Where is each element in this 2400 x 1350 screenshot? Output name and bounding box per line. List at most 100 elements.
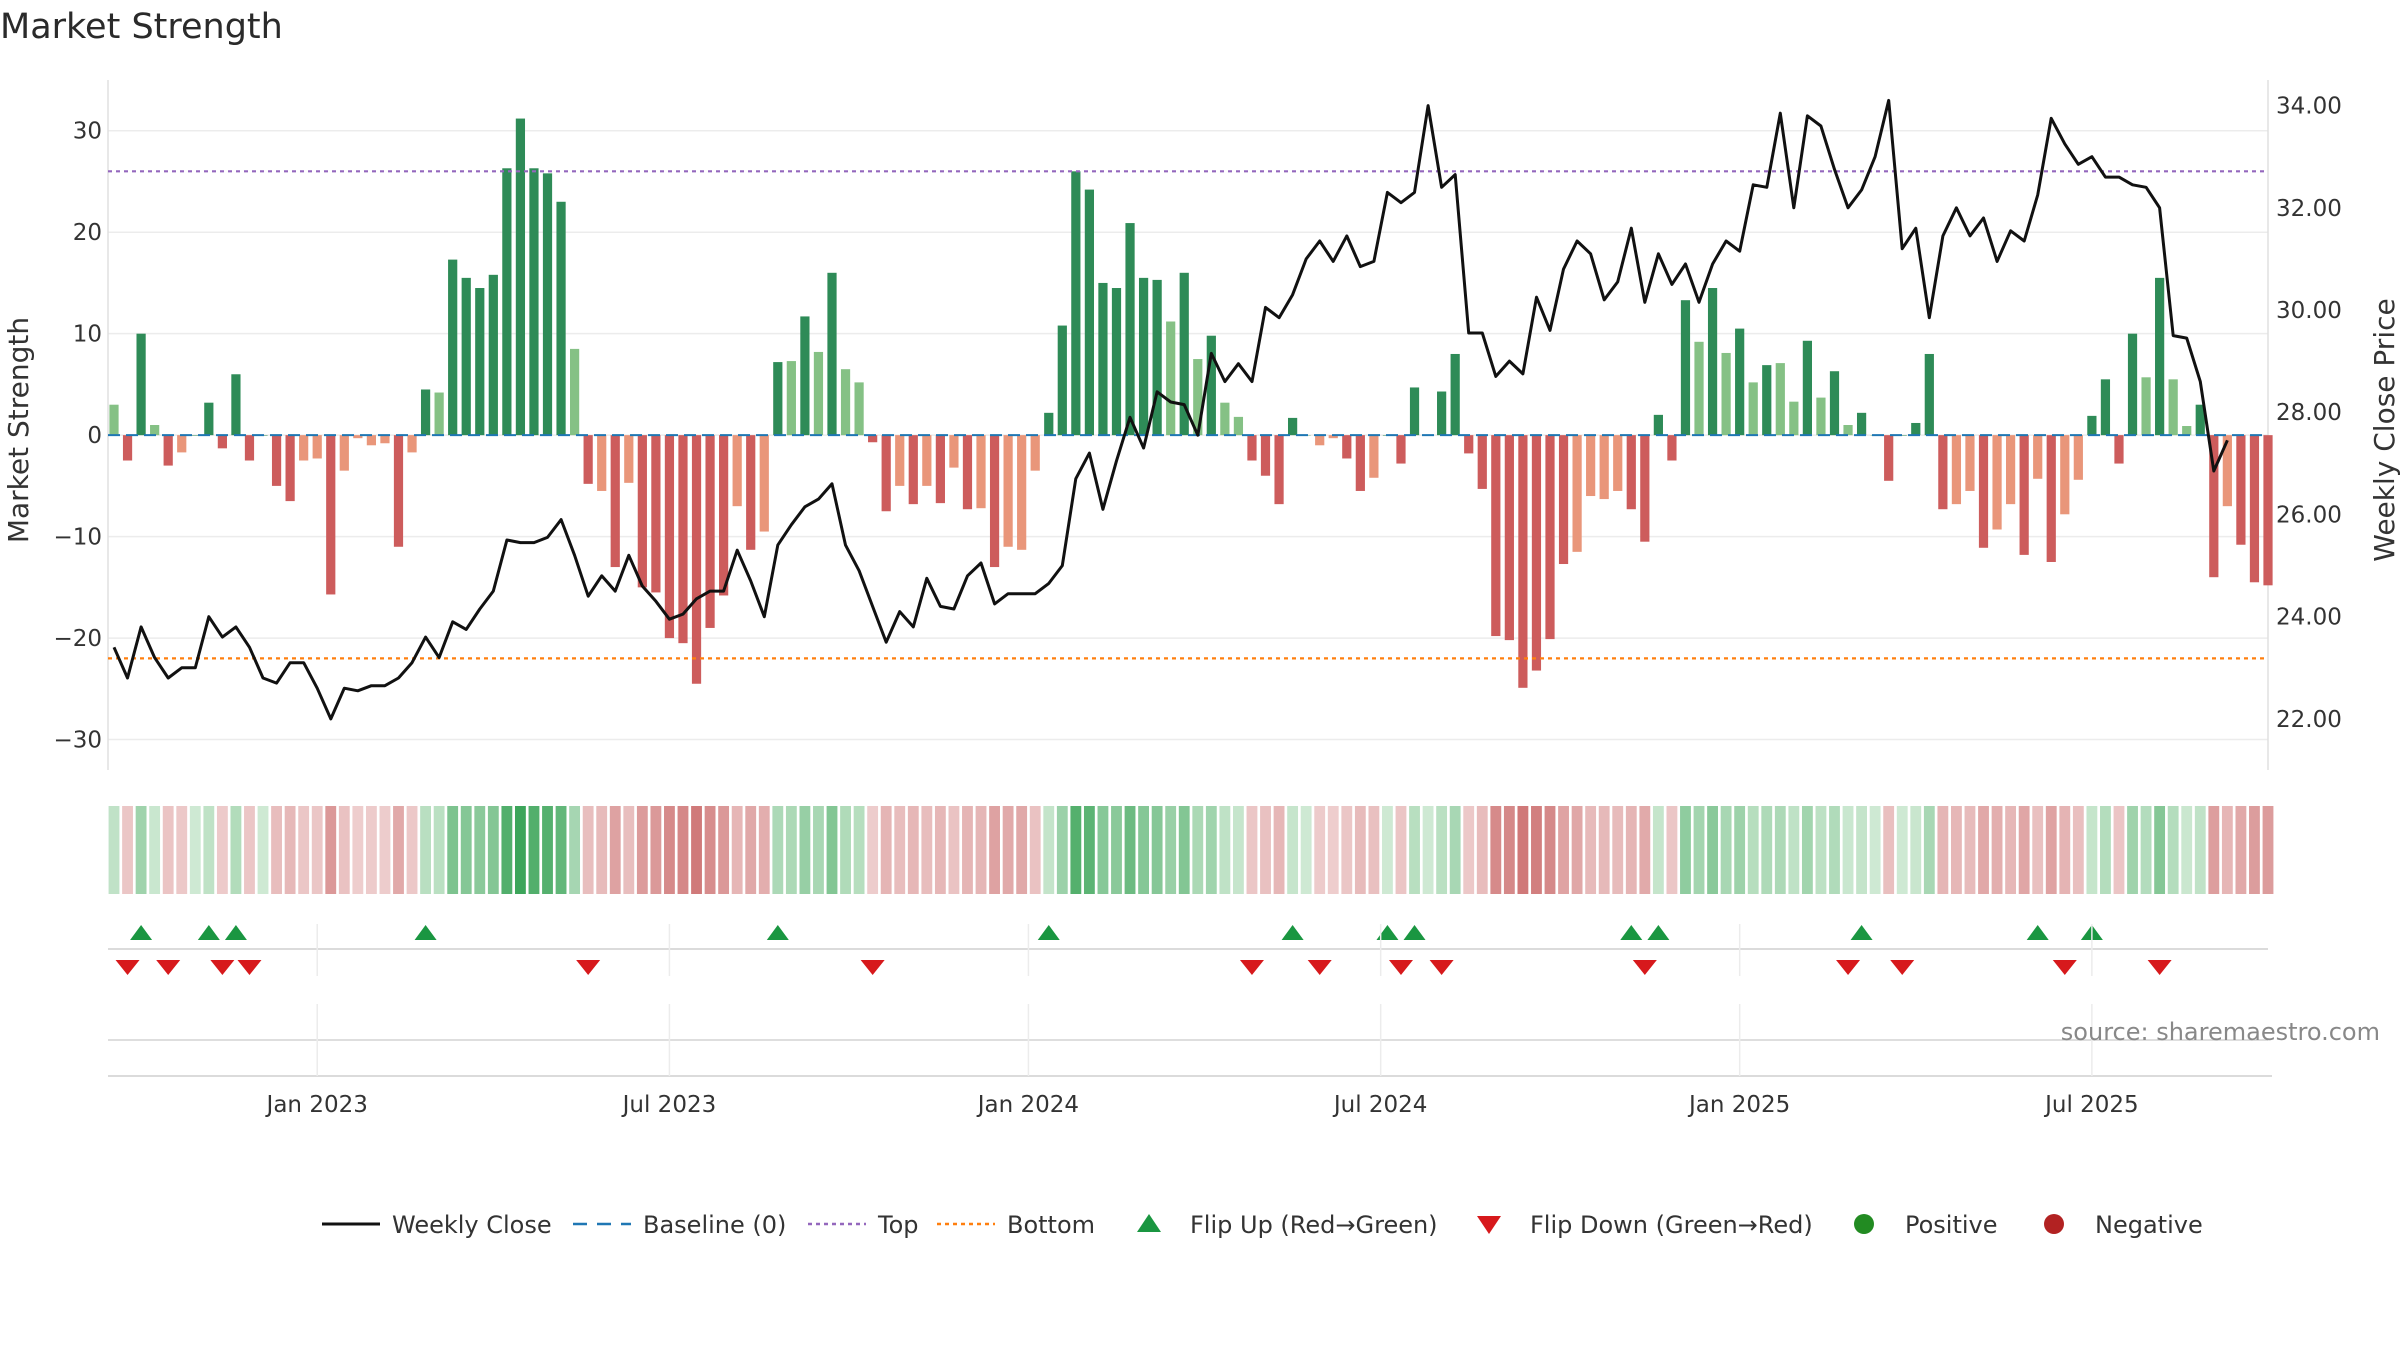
heat-cell — [311, 806, 323, 894]
heat-cell — [135, 806, 147, 894]
heat-cell — [2249, 806, 2260, 894]
strength-bar — [651, 435, 661, 593]
right-tick-label: 22.00 — [2276, 707, 2342, 733]
right-tick-label: 24.00 — [2276, 605, 2342, 631]
heat-cell — [189, 806, 201, 894]
flip-down-marker — [115, 960, 140, 975]
strength-bar — [2127, 333, 2138, 436]
heat-cell — [1666, 806, 1678, 894]
strength-bar — [746, 435, 756, 550]
strength-bar — [1098, 282, 1108, 436]
right-tick-label: 28.00 — [2276, 400, 2342, 426]
heat-cell — [2262, 806, 2274, 894]
source-note: source: sharemaestro.com — [2061, 1018, 2380, 1046]
strength-bar — [1084, 189, 1095, 436]
heat-cell — [487, 806, 499, 894]
heat-cell — [907, 806, 919, 894]
strength-bar — [881, 435, 891, 512]
heat-cell — [1368, 806, 1380, 894]
strength-bar — [1775, 363, 1785, 436]
flip-up-marker — [2026, 925, 2049, 940]
strength-bar — [475, 288, 485, 436]
heat-cell — [1652, 806, 1664, 894]
heat-cell — [1801, 806, 1813, 894]
heat-cell — [1016, 806, 1028, 894]
strength-bar — [2222, 435, 2232, 507]
heat-cell — [528, 806, 540, 894]
legend-swatch-flip-up — [1137, 1214, 1161, 1232]
strength-bar — [163, 435, 173, 466]
flip-down-marker — [2052, 960, 2077, 975]
legend-label: Bottom — [1007, 1211, 1095, 1239]
heat-cell — [934, 806, 946, 894]
strength-bar — [515, 118, 526, 436]
heat-cell — [2100, 806, 2111, 894]
x-tick-label: Jan 2025 — [1687, 1092, 1790, 1118]
heat-cell — [1598, 806, 1610, 894]
left-tick-label: −10 — [53, 525, 102, 551]
heat-cell — [1382, 806, 1393, 894]
heat-cell — [1409, 806, 1420, 894]
legend-swatch-flip-down — [1477, 1216, 1501, 1234]
strength-bar — [434, 392, 444, 436]
strength-bar — [2033, 435, 2043, 479]
strength-bar — [407, 435, 417, 453]
heat-cell — [1720, 806, 1732, 894]
heat-cell — [948, 806, 960, 894]
strength-bar — [2263, 435, 2273, 586]
strength-bar — [1897, 435, 1907, 436]
heat-cell — [2127, 806, 2138, 894]
strength-bar — [705, 435, 715, 628]
heat-cell — [1747, 806, 1759, 894]
heat-cell — [1395, 806, 1407, 894]
heat-cell — [1910, 806, 1922, 894]
strength-bar — [1491, 435, 1501, 637]
heat-cell — [1449, 806, 1461, 894]
heat-cell — [447, 806, 459, 894]
heat-cell — [1639, 806, 1651, 894]
strength-bar — [813, 351, 824, 436]
left-axis-ticks: 30 20 10 0 −10 −20 −30 — [53, 119, 102, 754]
heat-cell — [894, 806, 906, 894]
heat-cell — [420, 806, 432, 894]
flip-up-marker — [197, 925, 220, 940]
heat-cell — [813, 806, 824, 894]
strength-bar — [190, 435, 200, 436]
heat-cell — [650, 806, 662, 894]
flip-up-marker — [1850, 925, 1873, 940]
heat-cell — [542, 806, 553, 894]
strength-bar — [610, 435, 620, 568]
strength-bar — [800, 316, 810, 436]
strength-bar — [1030, 435, 1040, 471]
flip-up-marker — [224, 925, 247, 940]
heat-cell — [596, 806, 608, 894]
heat-cell — [1503, 806, 1515, 894]
left-tick-label: 30 — [73, 119, 102, 145]
heat-cell — [1300, 806, 1312, 894]
strength-bar — [1843, 425, 1853, 436]
heat-cell — [474, 806, 486, 894]
heat-cell — [1815, 806, 1827, 894]
heat-cell — [1571, 806, 1583, 894]
strength-bar — [1220, 402, 1230, 436]
heat-cell — [1937, 806, 1949, 894]
flip-up-marker — [1281, 925, 1304, 940]
heat-cell — [2194, 806, 2206, 894]
strength-bar — [353, 435, 363, 439]
heat-cell — [2154, 806, 2166, 894]
heat-cell — [1544, 806, 1556, 894]
heat-cell — [1138, 806, 1150, 894]
heat-cell — [284, 806, 296, 894]
heat-cell — [2235, 806, 2247, 894]
strength-bar — [597, 435, 607, 491]
strength-bar — [271, 435, 282, 486]
left-tick-label: −20 — [53, 626, 102, 652]
heat-cell — [1585, 806, 1597, 894]
strength-bar — [1274, 435, 1284, 505]
strength-bar — [1694, 341, 1704, 436]
strength-bar — [244, 435, 255, 461]
strength-bar — [922, 435, 932, 486]
heat-cell — [257, 806, 269, 894]
strength-bar — [1586, 435, 1596, 497]
